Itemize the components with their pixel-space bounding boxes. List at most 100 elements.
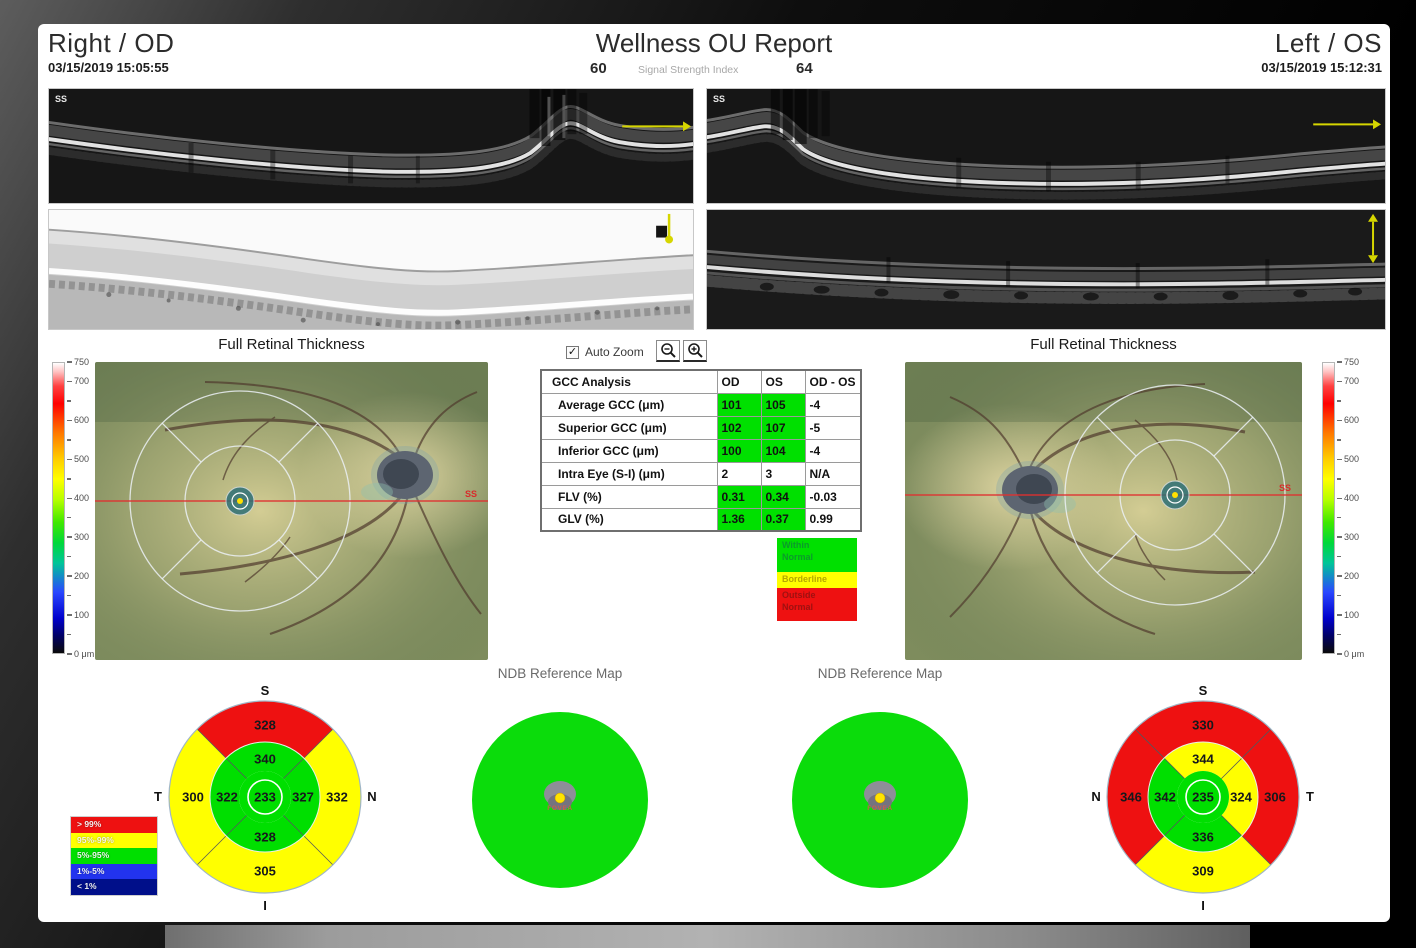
colorbar-tick: 400: [67, 493, 89, 503]
gcc-table-body: Average GCC (μm) 101 105 -4 Superior GCC (μm…: [540, 392, 862, 532]
os-superior-label: S: [1199, 683, 1208, 698]
zoom-out-button[interactable]: [656, 340, 680, 362]
thickness-scale-gradient: [52, 362, 65, 654]
os-outer-left-sector: [1106, 729, 1165, 865]
os-inner-bottom-value: 336: [1192, 830, 1214, 845]
od-fundus-thickness-map: SS: [95, 362, 488, 660]
od-outer-bottom-value: 305: [254, 864, 276, 879]
os-scan-datetime: 03/15/2019 15:12:31: [1261, 60, 1382, 75]
colorbar-tick: 700: [1337, 376, 1359, 386]
os-outer-top-sector: [1135, 700, 1271, 759]
od-inner-right-sector: [283, 758, 321, 836]
colorbar-tick: 500: [67, 454, 89, 464]
colorbar-tick: [67, 591, 71, 601]
os-bscan-ss-label: SS: [713, 94, 725, 104]
os-scanline-label: SS: [1279, 483, 1291, 493]
colorbar-tick: [1337, 396, 1341, 406]
ssi-od-value: 60: [590, 60, 607, 77]
od-inner-top-sector: [226, 741, 304, 779]
os-optic-disc: [996, 461, 1076, 519]
os-inner-bottom-sector: [1164, 815, 1242, 853]
gcc-row-label: GLV (%): [540, 507, 718, 532]
os-right-axis-label: T: [1306, 789, 1314, 804]
gcc-os-value: 0.37: [760, 507, 806, 532]
os-fundus-thickness-map: SS: [905, 362, 1302, 660]
colorbar-tick: 750: [67, 357, 89, 367]
colorbar-tick: 750: [1337, 357, 1359, 367]
od-outer-bottom-sector: [197, 835, 333, 894]
colorbar-tick: 600: [1337, 415, 1359, 425]
os-vertical-bscan: [707, 210, 1385, 329]
od-vertical-bscan: [49, 210, 693, 329]
os-ndb-map-title: NDB Reference Map: [817, 666, 943, 681]
os-vertical-scan-arrow-icon: [1368, 213, 1379, 264]
gcc-od-value: 102: [716, 415, 762, 440]
od-inner-left-value: 322: [216, 790, 238, 805]
os-outer-top-value: 330: [1192, 718, 1214, 733]
os-outer-bottom-sector: [1135, 835, 1271, 894]
os-center-value: 235: [1192, 790, 1214, 805]
gcc-diff-value: -5: [804, 415, 862, 440]
od-vertical-bscan-image: [48, 209, 694, 330]
os-inner-top-value: 344: [1192, 752, 1214, 767]
od-ndb-reference-map: FOVEA: [470, 710, 650, 890]
legend-item: Within Normal: [777, 538, 857, 572]
od-thickness-map-title: Full Retinal Thickness: [218, 336, 365, 353]
od-horizontal-bscan: SS: [49, 89, 693, 203]
colorbar-tick: 700: [67, 376, 89, 386]
od-bscan-ss-label: SS: [55, 94, 67, 104]
os-inner-right-sector: [1221, 758, 1259, 836]
auto-zoom-checkbox[interactable]: ✓: [566, 346, 579, 359]
gcc-diff-value: 0.99: [804, 507, 862, 532]
gcc-row-label: Average GCC (μm): [540, 392, 718, 417]
os-eye-title: Left / OS: [1274, 28, 1382, 58]
colorbar-tick: [67, 435, 71, 445]
status-legend: Within Normal Borderline Outside Normal: [777, 538, 857, 621]
od-outer-top-value: 328: [254, 718, 276, 733]
colorbar-tick: [67, 513, 71, 523]
colorbar-tick: [67, 552, 71, 562]
gcc-table-row: Inferior GCC (μm) 100 104 -4: [540, 438, 862, 463]
zoom-in-icon: [687, 343, 703, 358]
background-strip: [165, 925, 1250, 948]
gcc-diff-value: -4: [804, 392, 862, 417]
gcc-header-row: GCC Analysis OD OS OD - OS: [540, 369, 862, 394]
gcc-row-label: FLV (%): [540, 484, 718, 509]
gcc-od-value: 101: [716, 392, 762, 417]
colorbar-tick: [1337, 474, 1341, 484]
os-outer-right-sector: [1241, 729, 1300, 865]
colorbar-tick: 100: [1337, 610, 1359, 620]
ssi-os-value: 64: [796, 60, 813, 77]
os-bscan-scanline-arrow-icon: [1313, 119, 1382, 130]
zoom-in-button[interactable]: [683, 340, 707, 362]
gcc-od-value: 100: [716, 438, 762, 463]
colorbar-tick: [1337, 513, 1341, 523]
gcc-os-value: 0.34: [760, 484, 806, 509]
od-thickness-colorbar: 750 700 600 500 400 300 200 100 0 μm: [52, 357, 98, 659]
os-fovea-marker: [1160, 480, 1190, 510]
os-outer-left-value: 346: [1120, 790, 1142, 805]
od-inner-top-value: 340: [254, 752, 276, 767]
legend-item: 5%-95%: [71, 848, 157, 864]
percentile-legend: > 99% 95%-99% 5%-95% 1%-5% < 1%: [70, 816, 158, 896]
gcc-analysis-table: GCC Analysis OD OS OD - OS Average GCC (…: [540, 369, 862, 532]
od-scan-datetime: 03/15/2019 15:05:55: [48, 60, 169, 75]
report-title: Wellness OU Report: [595, 28, 833, 58]
os-thickness-map-title: Full Retinal Thickness: [1030, 336, 1177, 353]
od-outer-left-value: 300: [182, 790, 204, 805]
od-eye-title: Right / OD: [48, 28, 175, 58]
gcc-diff-value: -0.03: [804, 484, 862, 509]
gcc-diff-value: N/A: [804, 461, 862, 486]
gcc-table-row: GLV (%) 1.36 0.37 0.99: [540, 507, 862, 532]
colorbar-tick: 400: [1337, 493, 1359, 503]
os-inner-left-value: 342: [1154, 790, 1176, 805]
gcc-os-value: 3: [760, 461, 806, 486]
od-outer-right-value: 332: [326, 790, 348, 805]
legend-item: < 1%: [71, 879, 157, 895]
os-inner-right-value: 324: [1230, 790, 1252, 805]
gcc-diff-value: -4: [804, 438, 862, 463]
os-horizontal-bscan-image: SS: [706, 88, 1386, 204]
od-center-zone: [239, 771, 291, 823]
od-retinal-vessels: [164, 381, 482, 636]
